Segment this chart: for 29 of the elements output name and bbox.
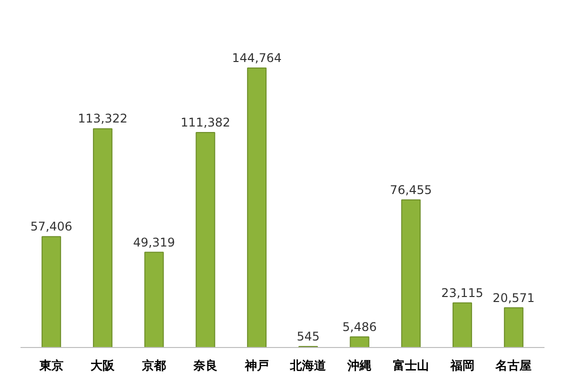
data-label: 113,322: [78, 112, 128, 126]
bar: [350, 336, 370, 348]
data-label: 545: [296, 329, 320, 344]
bar: [247, 68, 267, 348]
data-label: 5,486: [342, 320, 377, 334]
x-tick-label: 名古屋: [494, 358, 532, 372]
x-tick-label: 神戸: [244, 358, 269, 372]
bar: [196, 132, 216, 348]
data-label: 111,382: [180, 115, 230, 130]
x-tick-label: 沖縄: [346, 358, 372, 372]
x-tick-label: 富士山: [392, 358, 429, 372]
x-tick-label: 大阪: [90, 358, 116, 372]
bar: [42, 236, 62, 348]
x-tick-label: 北海道: [289, 358, 328, 372]
data-label: 76,455: [390, 182, 432, 197]
bar: [401, 199, 421, 348]
x-tick-label: 奈良: [192, 358, 218, 372]
bar: [452, 302, 472, 348]
bar: [504, 307, 524, 348]
data-label: 49,319: [133, 235, 176, 250]
data-label: 20,571: [492, 290, 535, 305]
x-tick-label: 福岡: [449, 358, 474, 372]
x-tick-label: 東京: [38, 358, 64, 372]
bar: [92, 128, 112, 348]
data-label: 144,764: [232, 51, 282, 66]
data-label: 23,115: [441, 286, 484, 300]
bar: [144, 252, 164, 348]
x-tick-label: 京都: [141, 358, 166, 372]
data-label: 57,406: [30, 220, 72, 234]
